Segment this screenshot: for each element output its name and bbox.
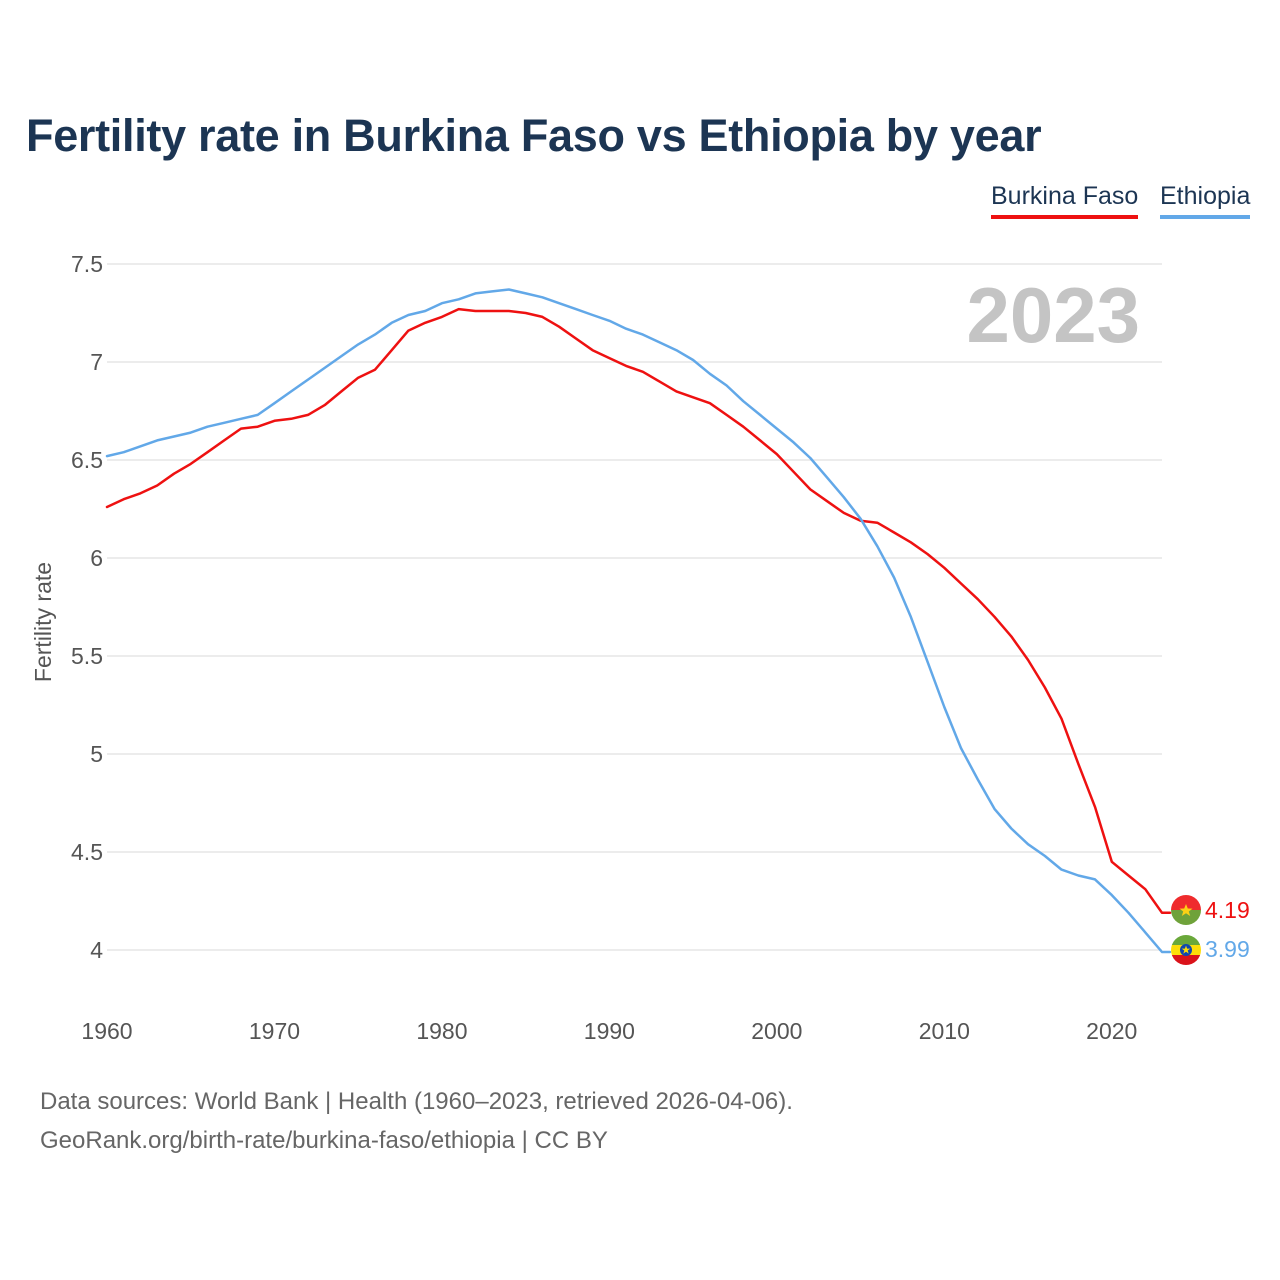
year-watermark: 2023 bbox=[966, 271, 1140, 359]
grid-layer bbox=[107, 263, 1162, 951]
series-layer bbox=[105, 288, 1172, 954]
y-tick-label: 6.5 bbox=[71, 447, 103, 473]
y-tick-label: 5 bbox=[90, 741, 103, 767]
legend-burkina-faso[interactable]: Burkina Faso bbox=[991, 182, 1139, 219]
x-axis-ticks: 1960 1970 1980 1990 2000 2010 2020 bbox=[81, 1018, 1137, 1044]
x-tick-label: 1960 bbox=[81, 1018, 132, 1044]
burkina-faso-end-value: 4.19 bbox=[1205, 897, 1250, 923]
x-tick-label: 1980 bbox=[416, 1018, 467, 1044]
x-tick-label: 1970 bbox=[249, 1018, 300, 1044]
y-tick-label: 7.5 bbox=[71, 251, 103, 277]
ethiopia-end-value: 3.99 bbox=[1205, 936, 1250, 962]
source-link[interactable]: GeoRank.org/birth-rate/burkina-faso/ethi… bbox=[40, 1127, 608, 1154]
y-tick-label: 5.5 bbox=[71, 643, 103, 669]
y-axis-ticks: 4 4.5 5 5.5 6 6.5 7 7.5 bbox=[71, 251, 103, 963]
y-tick-label: 4 bbox=[90, 937, 103, 963]
x-tick-label: 2020 bbox=[1086, 1018, 1137, 1044]
data-source-text: Data sources: World Bank | Health (1960–… bbox=[40, 1088, 793, 1115]
y-tick-label: 7 bbox=[90, 349, 103, 375]
series-line-ethiopia[interactable] bbox=[105, 288, 1172, 954]
y-axis-label: Fertility rate bbox=[30, 562, 56, 682]
y-tick-label: 6 bbox=[90, 545, 103, 571]
ethiopia-flag-icon bbox=[1171, 935, 1201, 965]
burkina-faso-flag-icon bbox=[1171, 895, 1201, 925]
x-tick-label: 1990 bbox=[584, 1018, 635, 1044]
series-line-burkina-faso[interactable] bbox=[105, 307, 1172, 915]
chart-title: Fertility rate in Burkina Faso vs Ethiop… bbox=[26, 110, 1042, 161]
y-tick-label: 4.5 bbox=[71, 839, 103, 865]
legend-ethiopia[interactable]: Ethiopia bbox=[1160, 182, 1251, 219]
x-tick-label: 2010 bbox=[919, 1018, 970, 1044]
x-tick-label: 2000 bbox=[751, 1018, 802, 1044]
